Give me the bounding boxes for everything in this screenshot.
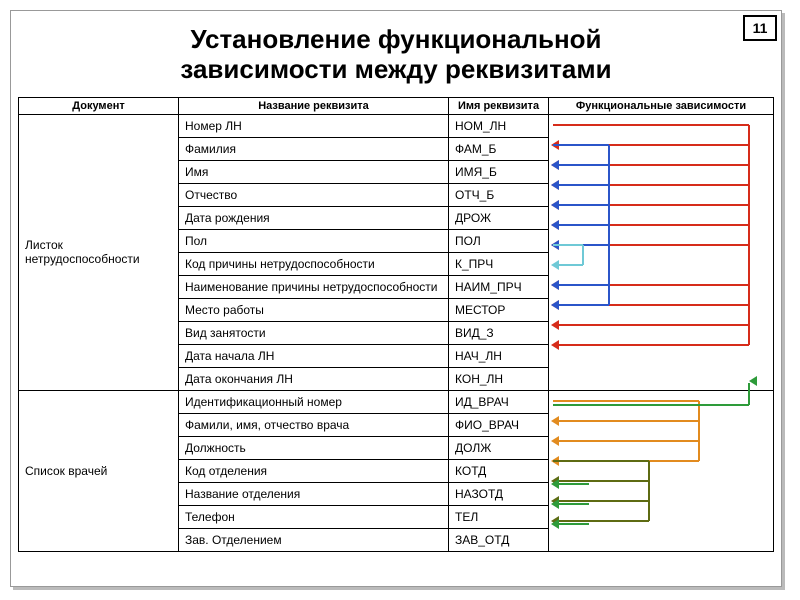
requisite-name: Наименование причины нетрудоспособности: [179, 275, 449, 298]
page-number-badge: 11: [743, 15, 777, 41]
requisite-id: НАЧ_ЛН: [449, 344, 549, 367]
table-row: Список врачейИдентификационный номерИД_В…: [19, 390, 774, 413]
requisite-id: ВИД_З: [449, 321, 549, 344]
requisite-id: КОТД: [449, 459, 549, 482]
requisite-name: Название отделения: [179, 482, 449, 505]
requisite-id: НОМ_ЛН: [449, 114, 549, 137]
slide-title: Установление функциональной зависимости …: [41, 25, 751, 85]
requisite-id: МЕСТОР: [449, 298, 549, 321]
requisite-name: Идентификационный номер: [179, 390, 449, 413]
doc-cell: Список врачей: [19, 390, 179, 551]
requisite-name: Дата начала ЛН: [179, 344, 449, 367]
table-row: Листок нетрудоспособностиНомер ЛННОМ_ЛН: [19, 114, 774, 137]
requisite-name: Вид занятости: [179, 321, 449, 344]
requisite-name: Зав. Отделением: [179, 528, 449, 551]
th-doc: Документ: [19, 97, 179, 114]
title-line-2: зависимости между реквизитами: [180, 54, 611, 84]
th-name: Название реквизита: [179, 97, 449, 114]
requisite-name: Пол: [179, 229, 449, 252]
requisite-id: ОТЧ_Б: [449, 183, 549, 206]
th-dep: Функциональные зависимости: [549, 97, 774, 114]
table-body: Листок нетрудоспособностиНомер ЛННОМ_ЛНФ…: [19, 114, 774, 551]
doc-cell: Листок нетрудоспособности: [19, 114, 179, 390]
requisite-name: Номер ЛН: [179, 114, 449, 137]
requisite-name: Код причины нетрудоспособности: [179, 252, 449, 275]
requisite-name: Должность: [179, 436, 449, 459]
table-header-row: Документ Название реквизита Имя реквизит…: [19, 97, 774, 114]
requisite-id: ДОЛЖ: [449, 436, 549, 459]
slide-frame: 11 Установление функциональной зависимос…: [10, 10, 782, 587]
requisite-id: К_ПРЧ: [449, 252, 549, 275]
requisite-name: Телефон: [179, 505, 449, 528]
requisite-id: ЗАВ_ОТД: [449, 528, 549, 551]
requisite-id: ИМЯ_Б: [449, 160, 549, 183]
requisite-name: Код отделения: [179, 459, 449, 482]
requisite-name: Имя: [179, 160, 449, 183]
th-id: Имя реквизита: [449, 97, 549, 114]
requisite-name: Отчество: [179, 183, 449, 206]
requisite-id: НАЗОТД: [449, 482, 549, 505]
requisites-table: Документ Название реквизита Имя реквизит…: [18, 97, 774, 552]
requisite-id: ФИО_ВРАЧ: [449, 413, 549, 436]
dependency-cell: [549, 390, 774, 551]
dependency-cell: [549, 114, 774, 390]
requisite-id: ИД_ВРАЧ: [449, 390, 549, 413]
requisite-id: НАИМ_ПРЧ: [449, 275, 549, 298]
requisite-name: Фамили, имя, отчество врача: [179, 413, 449, 436]
requisite-id: КОН_ЛН: [449, 367, 549, 390]
requisite-name: Дата окончания ЛН: [179, 367, 449, 390]
requisite-name: Место работы: [179, 298, 449, 321]
requisite-name: Фамилия: [179, 137, 449, 160]
requisite-id: ПОЛ: [449, 229, 549, 252]
requisite-name: Дата рождения: [179, 206, 449, 229]
requisite-id: ДРОЖ: [449, 206, 549, 229]
requisite-id: ТЕЛ: [449, 505, 549, 528]
title-line-1: Установление функциональной: [190, 24, 601, 54]
requisite-id: ФАМ_Б: [449, 137, 549, 160]
